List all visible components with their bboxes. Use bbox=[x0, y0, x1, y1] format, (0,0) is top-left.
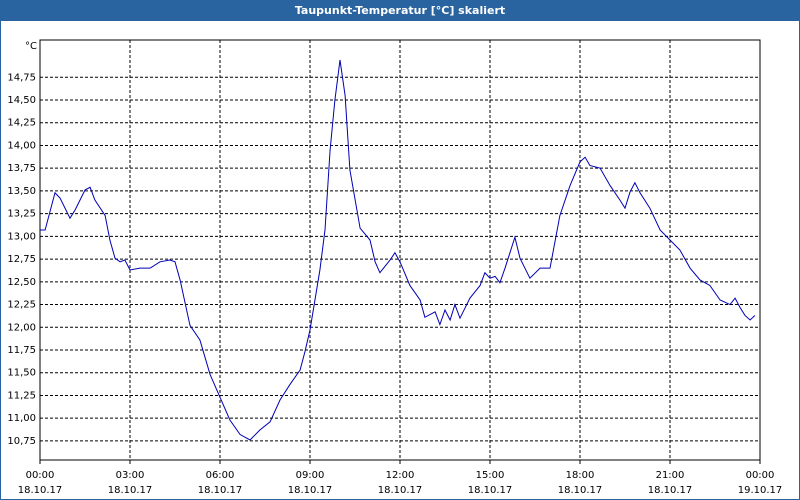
x-tick-label: 21:00 bbox=[656, 470, 685, 481]
x-tick-date: 18.10.17 bbox=[18, 485, 63, 496]
y-unit: °C bbox=[25, 41, 37, 52]
x-tick-label: 18:00 bbox=[566, 470, 595, 481]
y-tick-label: 14,00 bbox=[7, 140, 36, 151]
x-tick-label: 06:00 bbox=[206, 470, 235, 481]
y-tick-label: 12,75 bbox=[7, 254, 36, 265]
x-tick-label: 12:00 bbox=[386, 470, 415, 481]
y-tick-label: 11,50 bbox=[7, 368, 36, 379]
x-tick-label: 00:00 bbox=[746, 470, 775, 481]
y-tick-label: 14,50 bbox=[7, 95, 36, 106]
x-tick-label: 15:00 bbox=[476, 470, 505, 481]
x-tick-date: 18.10.17 bbox=[558, 485, 603, 496]
y-tick-label: 12,00 bbox=[7, 322, 36, 333]
x-tick-date: 19.10.17 bbox=[738, 485, 783, 496]
y-tick-label: 11,00 bbox=[7, 413, 36, 424]
y-tick-label: 14,75 bbox=[7, 72, 36, 83]
data-line bbox=[40, 59, 756, 441]
y-tick-label: 10,75 bbox=[7, 436, 36, 447]
x-tick-date: 18.10.17 bbox=[468, 485, 513, 496]
plot-frame bbox=[39, 39, 761, 461]
chart-title: Taupunkt-Temperatur [°C] skaliert bbox=[295, 4, 505, 17]
x-tick-date: 18.10.17 bbox=[288, 485, 333, 496]
x-tick-date: 18.10.17 bbox=[108, 485, 153, 496]
x-tick-date: 18.10.17 bbox=[648, 485, 693, 496]
x-tick-label: 03:00 bbox=[116, 470, 145, 481]
x-tick-date: 18.10.17 bbox=[198, 485, 243, 496]
y-tick-label: 13,50 bbox=[7, 186, 36, 197]
x-tick-label: 09:00 bbox=[296, 470, 325, 481]
x-tick-label: 00:00 bbox=[26, 470, 55, 481]
title-bar bbox=[0, 0, 800, 21]
y-tick-label: 13,25 bbox=[7, 209, 36, 220]
y-tick-label: 13,00 bbox=[7, 231, 36, 242]
y-tick-label: 12,50 bbox=[7, 277, 36, 288]
y-tick-label: 11,75 bbox=[7, 345, 36, 356]
x-tick-date: 18.10.17 bbox=[378, 485, 423, 496]
y-tick-label: 12,25 bbox=[7, 300, 36, 311]
y-tick-label: 14,25 bbox=[7, 118, 36, 129]
y-tick-label: 13,75 bbox=[7, 163, 36, 174]
y-tick-label: 11,25 bbox=[7, 390, 36, 401]
